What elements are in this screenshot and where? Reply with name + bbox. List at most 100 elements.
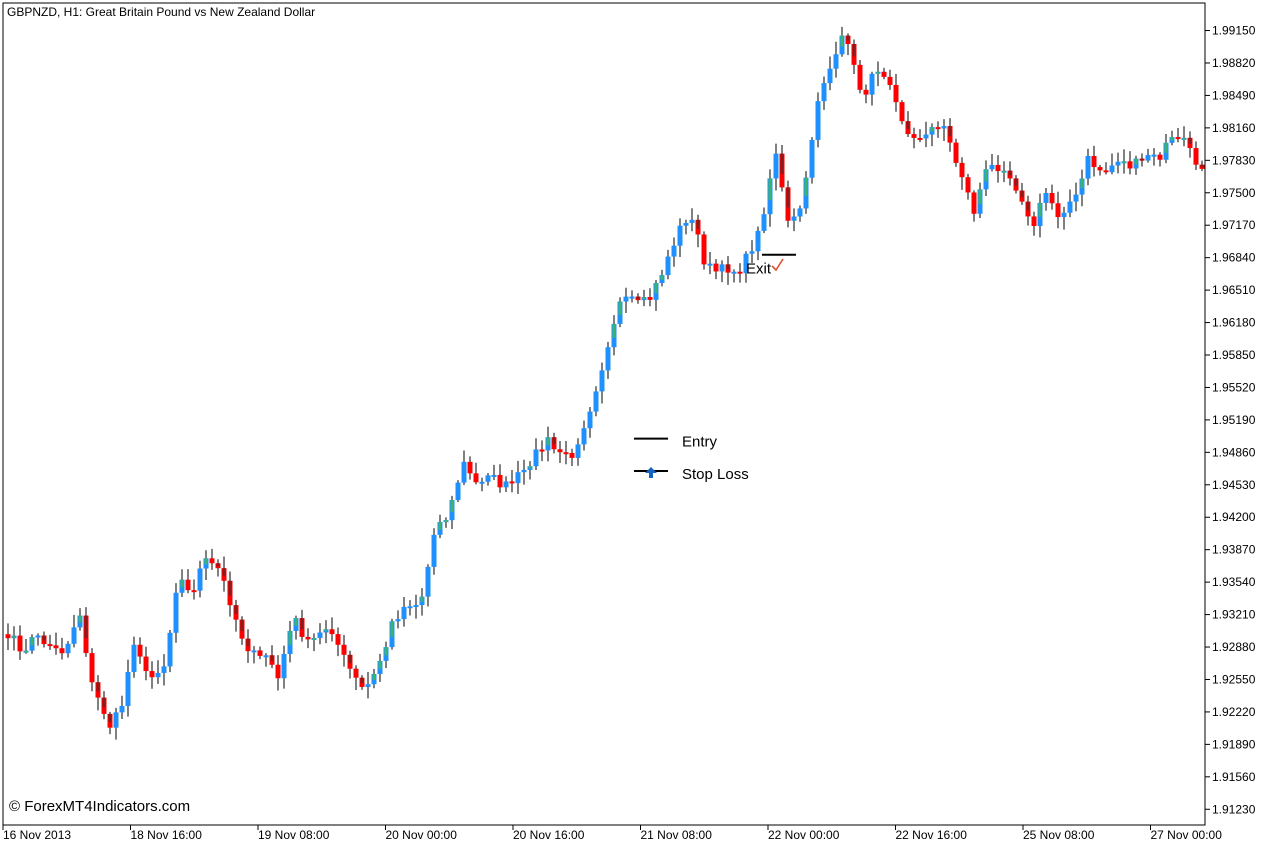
x-axis: 16 Nov 2013 18 Nov 16:00 19 Nov 08:00 20 No… (2, 825, 1222, 842)
candle-body (384, 647, 388, 656)
candle-body (1002, 170, 1006, 173)
bear-candle (47, 644, 53, 647)
candle-body (876, 71, 880, 74)
bear-candle (59, 648, 65, 654)
candle-body (1134, 158, 1138, 165)
bull-candle (743, 253, 749, 274)
candle-body (204, 558, 208, 565)
candle-body (1200, 164, 1204, 168)
candle-body (1122, 161, 1126, 164)
candle-body (1008, 170, 1012, 176)
candle-body (30, 637, 34, 646)
bear-candle (1097, 167, 1103, 171)
x-tick-label: 21 Nov 08:00 (641, 828, 713, 842)
bear-candle (137, 644, 143, 657)
bull-candle (923, 134, 929, 139)
bear-candle (713, 263, 719, 272)
bull-candle (671, 245, 677, 257)
y-tick-label: 1.96840 (1212, 251, 1256, 265)
candle-body (360, 677, 364, 684)
bull-candle (1043, 193, 1049, 203)
y-tick-label: 1.93870 (1212, 543, 1256, 557)
candle-body (780, 153, 784, 174)
bear-candle (329, 629, 335, 635)
bear-candle (911, 134, 917, 138)
y-tick-label: 1.92880 (1212, 640, 1256, 654)
candle-body (234, 605, 238, 614)
bull-candle (809, 139, 815, 178)
bull-candle (485, 475, 491, 482)
bull-candle (455, 482, 461, 501)
bear-candle (1103, 170, 1109, 173)
y-tick-label: 1.93210 (1212, 608, 1256, 622)
bear-candle (1091, 155, 1097, 168)
candle-body (906, 121, 910, 129)
bull-candle (833, 54, 839, 69)
candle-body (84, 615, 88, 639)
x-tick-label: 19 Nov 08:00 (258, 828, 330, 842)
candle-body (390, 621, 394, 637)
bull-candle (605, 347, 611, 371)
bull-candle (431, 534, 437, 567)
bull-candle (479, 481, 485, 484)
bull-candle (113, 712, 119, 728)
bull-candle (197, 568, 203, 591)
candle-body (1164, 142, 1168, 153)
candle-body (636, 296, 640, 299)
y-tick-label: 1.98490 (1212, 88, 1256, 102)
bear-candle (1031, 216, 1037, 227)
bear-candle (143, 656, 149, 672)
bull-candle (941, 126, 947, 129)
candle-body (1140, 158, 1144, 161)
bull-candle (461, 461, 467, 483)
bull-candle (1061, 212, 1067, 218)
bear-candle (1157, 154, 1163, 160)
candle-body (378, 660, 382, 669)
bull-candle (503, 481, 509, 488)
bear-candle (257, 650, 263, 656)
candle-body (654, 283, 658, 294)
y-tick-label: 1.94200 (1212, 510, 1256, 524)
bull-candle (593, 391, 599, 412)
candle-body (216, 563, 220, 567)
y-tick-label: 1.98820 (1212, 56, 1256, 70)
bull-candle (581, 428, 587, 445)
candle-body (78, 615, 82, 623)
bull-candle (263, 655, 269, 658)
bear-candle (185, 579, 191, 591)
bear-candle (1193, 148, 1199, 165)
bear-candle (863, 89, 869, 95)
bull-candle (125, 672, 131, 707)
bull-candle (629, 296, 635, 299)
candle-body (846, 35, 850, 41)
bear-candle (353, 668, 359, 678)
y-axis: 1.99150 1.98820 1.98490 1.98160 1.97830 1.975… (1205, 24, 1256, 816)
candle-body (42, 635, 46, 641)
candle-body (438, 522, 442, 530)
candle-body (372, 673, 376, 681)
bull-candle (533, 449, 539, 467)
bull-candle (1067, 201, 1073, 213)
bear-candle (335, 634, 341, 645)
candle-body (180, 579, 184, 588)
x-tick-label: 22 Nov 00:00 (768, 828, 840, 842)
bear-candle (1127, 161, 1133, 169)
chart-title: GBPNZD, H1: Great Britain Pound vs New Z… (7, 5, 315, 19)
bear-candle (209, 558, 215, 564)
exit-label: Exit (746, 261, 772, 278)
bear-candle (149, 671, 155, 678)
candle-body (420, 596, 424, 602)
candle-body (324, 629, 328, 632)
bull-candle (683, 222, 689, 226)
candle-body (300, 618, 304, 630)
x-tick-label: 16 Nov 2013 (3, 828, 71, 842)
y-tick-label: 1.91230 (1212, 802, 1256, 816)
bear-candle (1055, 203, 1061, 218)
candle-body (228, 580, 232, 596)
candle-body (978, 189, 982, 205)
bull-candle (35, 635, 41, 638)
candle-body (444, 520, 448, 523)
bull-candle (797, 208, 803, 217)
bull-candle (155, 672, 161, 678)
